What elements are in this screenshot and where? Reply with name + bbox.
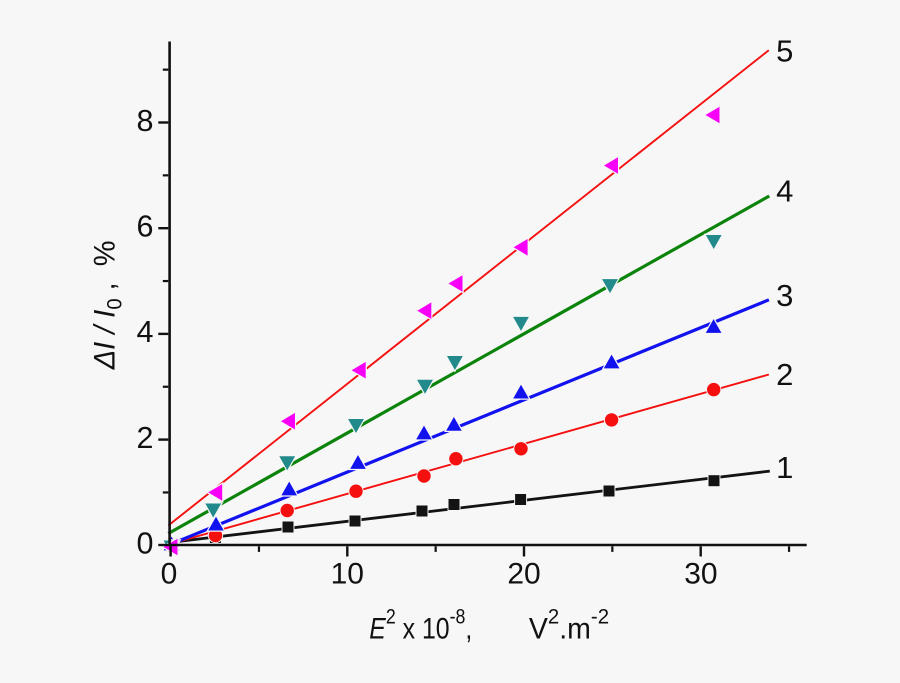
- svg-text:1: 1: [776, 450, 793, 485]
- svg-text:4: 4: [137, 315, 154, 349]
- svg-text:V2.m-2: V2.m-2: [529, 605, 609, 646]
- svg-text:6: 6: [137, 210, 154, 244]
- svg-text:10: 10: [331, 558, 364, 591]
- svg-text:2: 2: [137, 421, 154, 455]
- svg-text:E2 x 10-8,: E2 x 10-8,: [369, 605, 472, 645]
- svg-text:2: 2: [776, 357, 793, 392]
- svg-text:8: 8: [137, 104, 154, 138]
- svg-text:30: 30: [684, 558, 717, 591]
- svg-text:5: 5: [776, 34, 793, 69]
- svg-text:4: 4: [776, 173, 793, 208]
- svg-text:ΔI / I0 , %: ΔI / I0 , %: [88, 241, 127, 371]
- svg-text:0: 0: [161, 558, 178, 591]
- svg-text:20: 20: [507, 558, 540, 591]
- svg-text:0: 0: [137, 526, 154, 560]
- svg-text:3: 3: [776, 278, 793, 313]
